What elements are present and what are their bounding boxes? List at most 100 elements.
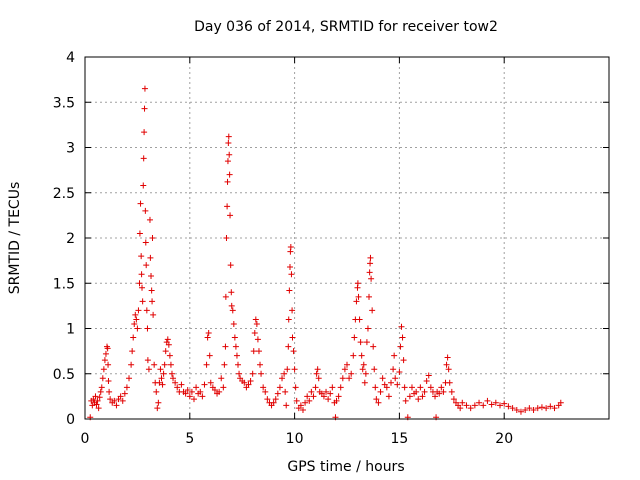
data-point [543, 405, 550, 412]
data-point [225, 133, 232, 140]
data-point [199, 393, 206, 400]
data-point [476, 399, 483, 406]
data-point [166, 352, 173, 359]
data-point [438, 384, 445, 391]
data-point [355, 293, 362, 300]
data-point [123, 384, 130, 391]
data-point [492, 399, 499, 406]
data-point [392, 375, 399, 382]
data-point [315, 375, 322, 382]
data-point [446, 379, 453, 386]
data-point [327, 390, 334, 397]
data-point [398, 323, 405, 330]
data-point [233, 352, 240, 359]
data-point [413, 388, 420, 395]
data-point [138, 253, 145, 260]
data-point [142, 239, 149, 246]
data-point [253, 320, 260, 327]
data-point [450, 396, 457, 403]
data-point [201, 381, 208, 388]
data-point [149, 298, 156, 305]
data-point [467, 405, 474, 412]
data-point [292, 384, 299, 391]
data-point [517, 408, 524, 415]
data-point [289, 307, 296, 314]
data-point [356, 316, 363, 323]
data-point [385, 393, 392, 400]
data-point [297, 402, 304, 409]
data-point [160, 370, 167, 377]
data-point [346, 375, 353, 382]
data-point [432, 393, 439, 400]
data-point [425, 372, 432, 379]
data-point [534, 405, 541, 412]
data-point [222, 343, 229, 350]
data-point [133, 316, 140, 323]
data-point [155, 399, 162, 406]
data-point [167, 361, 174, 368]
data-point [162, 348, 169, 355]
data-point [394, 381, 401, 388]
data-point [399, 334, 406, 341]
data-point [255, 348, 262, 355]
data-point [551, 405, 558, 412]
data-point [379, 375, 386, 382]
data-point [509, 405, 516, 412]
data-point [107, 396, 114, 403]
data-point [105, 377, 112, 384]
data-point [440, 388, 447, 395]
y-axis-title: SRMTID / TECUs [7, 182, 23, 295]
data-point [232, 343, 239, 350]
data-point [363, 339, 370, 346]
data-point [207, 379, 214, 386]
data-point [459, 399, 466, 406]
data-point [291, 366, 298, 373]
data-point [147, 254, 154, 261]
data-point [505, 403, 512, 410]
data-point [92, 393, 99, 400]
x-tick-labels: 0 5 10 15 20 [81, 431, 514, 447]
data-point [111, 397, 118, 404]
data-point [113, 402, 120, 409]
data-point [153, 388, 160, 395]
data-point [530, 406, 537, 413]
y-tick-label: 1.5 [53, 276, 75, 292]
data-point [463, 402, 470, 409]
data-point [128, 361, 135, 368]
x-tick-label: 20 [495, 431, 513, 447]
data-point [262, 388, 269, 395]
data-point [337, 384, 344, 391]
grid [85, 57, 609, 419]
data-point [538, 404, 545, 411]
data-point [285, 343, 292, 350]
data-point [526, 405, 533, 412]
data-point [427, 384, 434, 391]
data-point [226, 171, 233, 178]
data-point [369, 307, 376, 314]
data-point [289, 334, 296, 341]
data-point [141, 105, 148, 112]
data-point [367, 260, 374, 267]
data-point [193, 384, 200, 391]
data-point [367, 254, 374, 261]
data-point [251, 330, 258, 337]
data-point [206, 352, 213, 359]
x-tick-label: 10 [286, 431, 304, 447]
y-tick-label: 1 [66, 322, 75, 338]
data-point [142, 207, 149, 214]
data-point [285, 316, 292, 323]
data-point [329, 384, 336, 391]
data-point [308, 388, 315, 395]
data-point [140, 182, 147, 189]
data-point [299, 406, 306, 413]
data-point [421, 388, 428, 395]
data-point [286, 263, 293, 270]
data-point [257, 361, 264, 368]
data-point [186, 393, 193, 400]
data-point [281, 370, 288, 377]
data-point [348, 370, 355, 377]
data-point [136, 280, 143, 287]
data-point [258, 370, 265, 377]
data-point [139, 298, 146, 305]
